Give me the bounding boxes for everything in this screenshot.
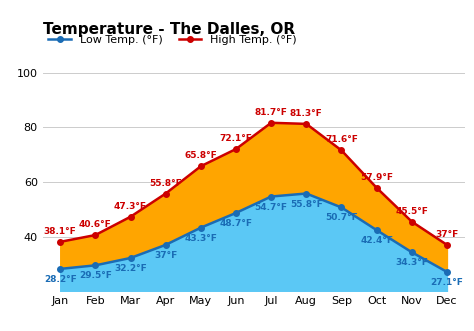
Text: 38.1°F: 38.1°F [44, 227, 77, 236]
Text: 43.3°F: 43.3°F [184, 234, 217, 243]
Text: 55.8°F: 55.8°F [290, 200, 323, 209]
Text: 34.3°F: 34.3°F [395, 258, 428, 267]
Text: 54.7°F: 54.7°F [255, 203, 288, 212]
Text: 57.9°F: 57.9°F [360, 173, 393, 182]
Text: 65.8°F: 65.8°F [184, 151, 217, 160]
Text: 40.6°F: 40.6°F [79, 220, 112, 229]
Text: 71.6°F: 71.6°F [325, 135, 358, 144]
Text: 37°F: 37°F [435, 230, 458, 239]
Text: 47.3°F: 47.3°F [114, 202, 147, 211]
Text: 48.7°F: 48.7°F [219, 219, 253, 228]
Text: 72.1°F: 72.1°F [219, 134, 253, 143]
Text: 81.7°F: 81.7°F [255, 108, 288, 117]
Text: 50.7°F: 50.7°F [325, 213, 358, 222]
Text: 81.3°F: 81.3°F [290, 109, 323, 118]
Text: 45.5°F: 45.5°F [395, 207, 428, 215]
Text: Temperature - The Dalles, OR: Temperature - The Dalles, OR [43, 22, 295, 37]
Text: 27.1°F: 27.1°F [430, 278, 464, 287]
Text: 42.4°F: 42.4°F [360, 236, 393, 245]
Legend: Low Temp. (°F), High Temp. (°F): Low Temp. (°F), High Temp. (°F) [44, 30, 301, 49]
Text: 55.8°F: 55.8°F [149, 178, 182, 187]
Text: 28.2°F: 28.2°F [44, 275, 77, 284]
Text: 37°F: 37°F [154, 251, 177, 260]
Text: 32.2°F: 32.2°F [114, 264, 147, 273]
Text: 29.5°F: 29.5°F [79, 271, 112, 280]
